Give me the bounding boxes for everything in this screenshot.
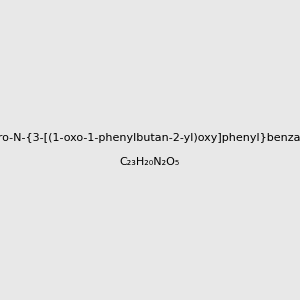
Text: 2-nitro-N-{3-[(1-oxo-1-phenylbutan-2-yl)oxy]phenyl}benzamide

C₂₃H₂₀N₂O₅: 2-nitro-N-{3-[(1-oxo-1-phenylbutan-2-yl)… (0, 134, 300, 166)
